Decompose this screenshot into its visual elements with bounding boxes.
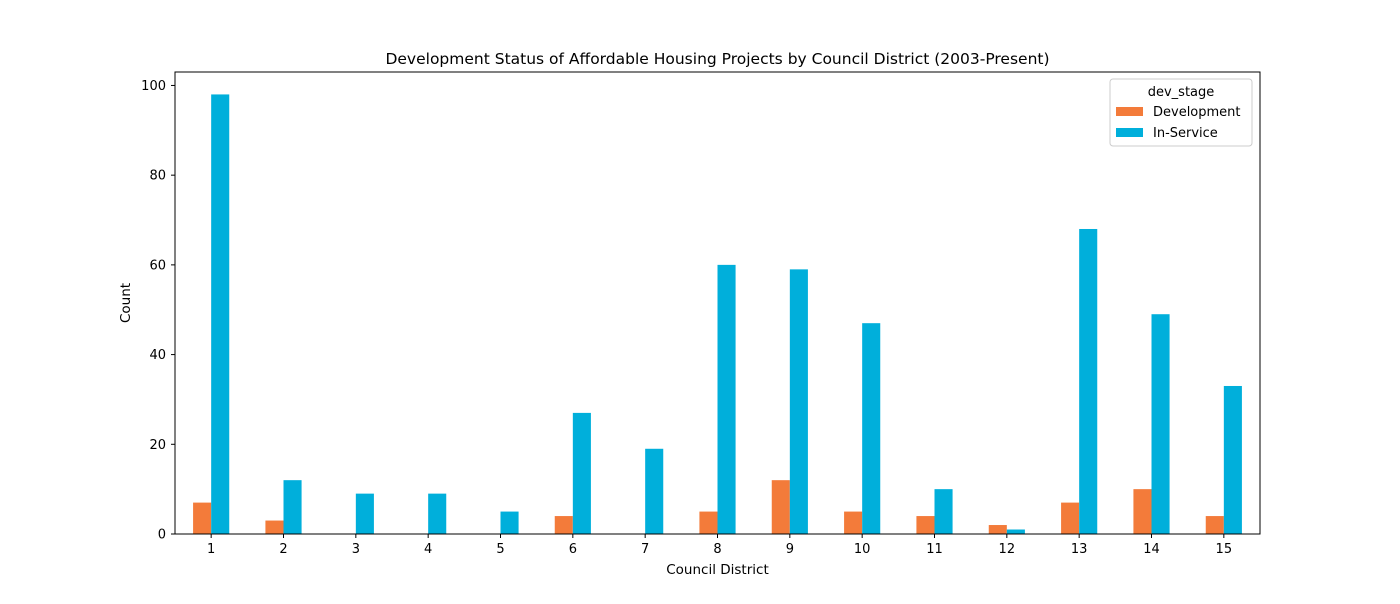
bars-layer — [193, 94, 1242, 535]
legend-label-development: Development — [1153, 105, 1241, 120]
x-tick-label: 8 — [713, 542, 721, 557]
y-tick-label: 100 — [141, 79, 166, 94]
bar-in-service-district-9 — [789, 269, 808, 534]
x-tick-label: 13 — [1071, 542, 1088, 557]
bar-in-service-district-15 — [1223, 385, 1242, 534]
x-tick-label: 2 — [279, 542, 287, 557]
x-tick-label: 12 — [999, 542, 1016, 557]
y-tick-label: 80 — [149, 169, 166, 184]
legend-swatch-development — [1116, 107, 1143, 116]
x-tick-label: 3 — [352, 542, 360, 557]
bar-development-district-1 — [193, 502, 212, 534]
legend-box — [1109, 78, 1253, 147]
bar-development-district-12 — [988, 525, 1007, 534]
bar-in-service-district-3 — [355, 493, 374, 534]
bar-development-district-15 — [1205, 516, 1224, 534]
bar-development-district-9 — [771, 480, 790, 534]
x-tick-label: 14 — [1143, 542, 1160, 557]
x-tick-label: 4 — [424, 542, 432, 557]
legend-label-in-service: In-Service — [1153, 126, 1218, 141]
x-tick-label: 5 — [496, 542, 504, 557]
x-axis-label: Council District — [666, 562, 769, 578]
bar-in-service-district-8 — [717, 264, 736, 534]
bar-in-service-district-5 — [500, 511, 519, 534]
y-tick-label: 40 — [149, 348, 166, 363]
chart-title: Development Status of Affordable Housing… — [385, 50, 1049, 68]
bar-development-district-6 — [554, 516, 573, 534]
bar-in-service-district-7 — [645, 448, 664, 534]
x-tick-label: 15 — [1216, 542, 1233, 557]
bar-in-service-district-12 — [1006, 529, 1025, 534]
x-tick-label: 10 — [854, 542, 871, 557]
x-tick-label: 9 — [786, 542, 794, 557]
bar-development-district-10 — [844, 511, 863, 534]
y-tick-label: 0 — [158, 528, 166, 543]
legend-swatch-in-service — [1116, 128, 1143, 137]
x-tick-label: 7 — [641, 542, 649, 557]
bar-development-district-14 — [1133, 489, 1152, 534]
bar-development-district-8 — [699, 511, 718, 534]
bar-development-district-2 — [265, 520, 284, 534]
bar-in-service-district-13 — [1079, 228, 1098, 535]
y-axis-label: Count — [118, 283, 134, 323]
legend: dev_stage Development In-Service — [1109, 78, 1253, 147]
x-tick-label: 1 — [207, 542, 215, 557]
bar-in-service-district-4 — [428, 493, 447, 534]
bar-in-service-district-2 — [283, 480, 302, 534]
x-tick-label: 11 — [926, 542, 943, 557]
bar-in-service-district-14 — [1151, 314, 1170, 534]
bar-in-service-district-6 — [572, 412, 591, 534]
bar-in-service-district-10 — [862, 323, 881, 534]
legend-title: dev_stage — [1148, 85, 1215, 100]
bar-development-district-11 — [916, 516, 935, 534]
bar-in-service-district-1 — [211, 94, 230, 535]
x-tick-label: 6 — [569, 542, 577, 557]
bar-development-district-13 — [1061, 502, 1080, 534]
bar-in-service-district-11 — [934, 489, 953, 534]
y-tick-label: 60 — [149, 258, 166, 273]
y-tick-label: 20 — [149, 438, 166, 453]
